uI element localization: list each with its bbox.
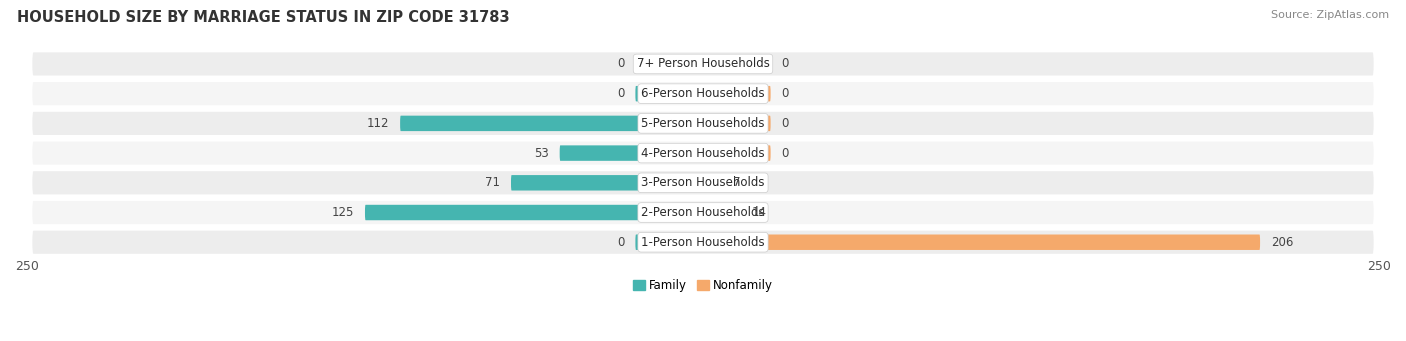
Text: 53: 53 (534, 147, 548, 160)
FancyBboxPatch shape (32, 201, 1374, 224)
FancyBboxPatch shape (703, 56, 770, 72)
FancyBboxPatch shape (703, 235, 1260, 250)
Text: 7: 7 (733, 176, 740, 189)
FancyBboxPatch shape (703, 86, 770, 101)
FancyBboxPatch shape (32, 142, 1374, 165)
FancyBboxPatch shape (636, 56, 703, 72)
FancyBboxPatch shape (636, 235, 703, 250)
FancyBboxPatch shape (703, 116, 770, 131)
Text: HOUSEHOLD SIZE BY MARRIAGE STATUS IN ZIP CODE 31783: HOUSEHOLD SIZE BY MARRIAGE STATUS IN ZIP… (17, 10, 509, 25)
FancyBboxPatch shape (703, 205, 741, 220)
FancyBboxPatch shape (636, 86, 703, 101)
FancyBboxPatch shape (703, 145, 770, 161)
Text: 0: 0 (782, 57, 789, 71)
Text: Source: ZipAtlas.com: Source: ZipAtlas.com (1271, 10, 1389, 20)
FancyBboxPatch shape (560, 145, 703, 161)
Text: 4-Person Households: 4-Person Households (641, 147, 765, 160)
FancyBboxPatch shape (510, 175, 703, 191)
Text: 7+ Person Households: 7+ Person Households (637, 57, 769, 71)
FancyBboxPatch shape (32, 231, 1374, 254)
Text: 0: 0 (782, 87, 789, 100)
Text: 6-Person Households: 6-Person Households (641, 87, 765, 100)
Text: 0: 0 (617, 236, 624, 249)
Text: 14: 14 (752, 206, 766, 219)
Legend: Family, Nonfamily: Family, Nonfamily (628, 275, 778, 297)
FancyBboxPatch shape (366, 205, 703, 220)
Text: 71: 71 (485, 176, 501, 189)
Text: 0: 0 (617, 57, 624, 71)
Text: 3-Person Households: 3-Person Households (641, 176, 765, 189)
FancyBboxPatch shape (703, 175, 721, 191)
Text: 125: 125 (332, 206, 354, 219)
Text: 0: 0 (782, 147, 789, 160)
FancyBboxPatch shape (32, 171, 1374, 194)
FancyBboxPatch shape (32, 53, 1374, 76)
Text: 206: 206 (1271, 236, 1294, 249)
Text: 1-Person Households: 1-Person Households (641, 236, 765, 249)
Text: 0: 0 (617, 87, 624, 100)
FancyBboxPatch shape (401, 116, 703, 131)
Text: 2-Person Households: 2-Person Households (641, 206, 765, 219)
FancyBboxPatch shape (32, 82, 1374, 105)
FancyBboxPatch shape (32, 112, 1374, 135)
Text: 112: 112 (367, 117, 389, 130)
Text: 5-Person Households: 5-Person Households (641, 117, 765, 130)
Text: 0: 0 (782, 117, 789, 130)
